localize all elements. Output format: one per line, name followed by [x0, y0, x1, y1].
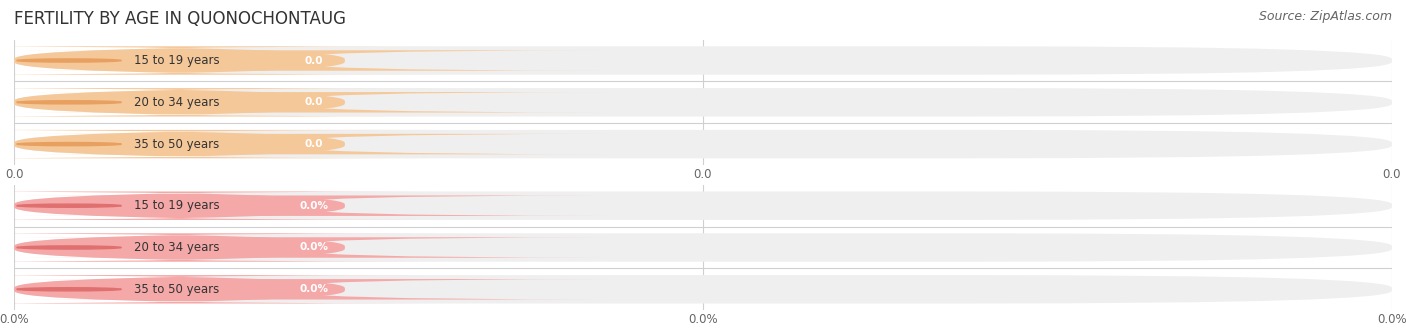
FancyBboxPatch shape	[0, 130, 436, 158]
Circle shape	[17, 204, 121, 207]
Text: 15 to 19 years: 15 to 19 years	[135, 199, 221, 212]
FancyBboxPatch shape	[21, 195, 606, 216]
Text: FERTILITY BY AGE IN QUONOCHONTAUG: FERTILITY BY AGE IN QUONOCHONTAUG	[14, 10, 346, 28]
FancyBboxPatch shape	[21, 237, 606, 258]
Text: 20 to 34 years: 20 to 34 years	[135, 241, 219, 254]
Text: 15 to 19 years: 15 to 19 years	[135, 54, 221, 67]
Text: 35 to 50 years: 35 to 50 years	[135, 138, 219, 150]
Text: Source: ZipAtlas.com: Source: ZipAtlas.com	[1258, 10, 1392, 23]
FancyBboxPatch shape	[0, 191, 436, 220]
FancyBboxPatch shape	[21, 50, 606, 71]
FancyBboxPatch shape	[14, 191, 1392, 220]
Circle shape	[17, 59, 121, 62]
Text: 0.0: 0.0	[305, 55, 323, 65]
FancyBboxPatch shape	[0, 88, 436, 116]
FancyBboxPatch shape	[21, 134, 606, 154]
FancyBboxPatch shape	[14, 233, 1392, 262]
FancyBboxPatch shape	[21, 92, 606, 113]
FancyBboxPatch shape	[14, 275, 1392, 304]
FancyBboxPatch shape	[0, 46, 436, 75]
FancyBboxPatch shape	[14, 130, 1392, 158]
Text: 0.0: 0.0	[305, 139, 323, 149]
Circle shape	[17, 288, 121, 291]
Text: 0.0%: 0.0%	[299, 284, 328, 294]
Text: 0.0%: 0.0%	[299, 243, 328, 252]
Circle shape	[17, 246, 121, 249]
FancyBboxPatch shape	[14, 88, 1392, 116]
FancyBboxPatch shape	[0, 233, 436, 262]
Text: 20 to 34 years: 20 to 34 years	[135, 96, 219, 109]
Circle shape	[17, 101, 121, 104]
FancyBboxPatch shape	[0, 275, 436, 304]
Text: 0.0%: 0.0%	[299, 201, 328, 211]
FancyBboxPatch shape	[21, 279, 606, 300]
FancyBboxPatch shape	[14, 46, 1392, 75]
Text: 35 to 50 years: 35 to 50 years	[135, 283, 219, 296]
Circle shape	[17, 143, 121, 146]
Text: 0.0: 0.0	[305, 97, 323, 107]
